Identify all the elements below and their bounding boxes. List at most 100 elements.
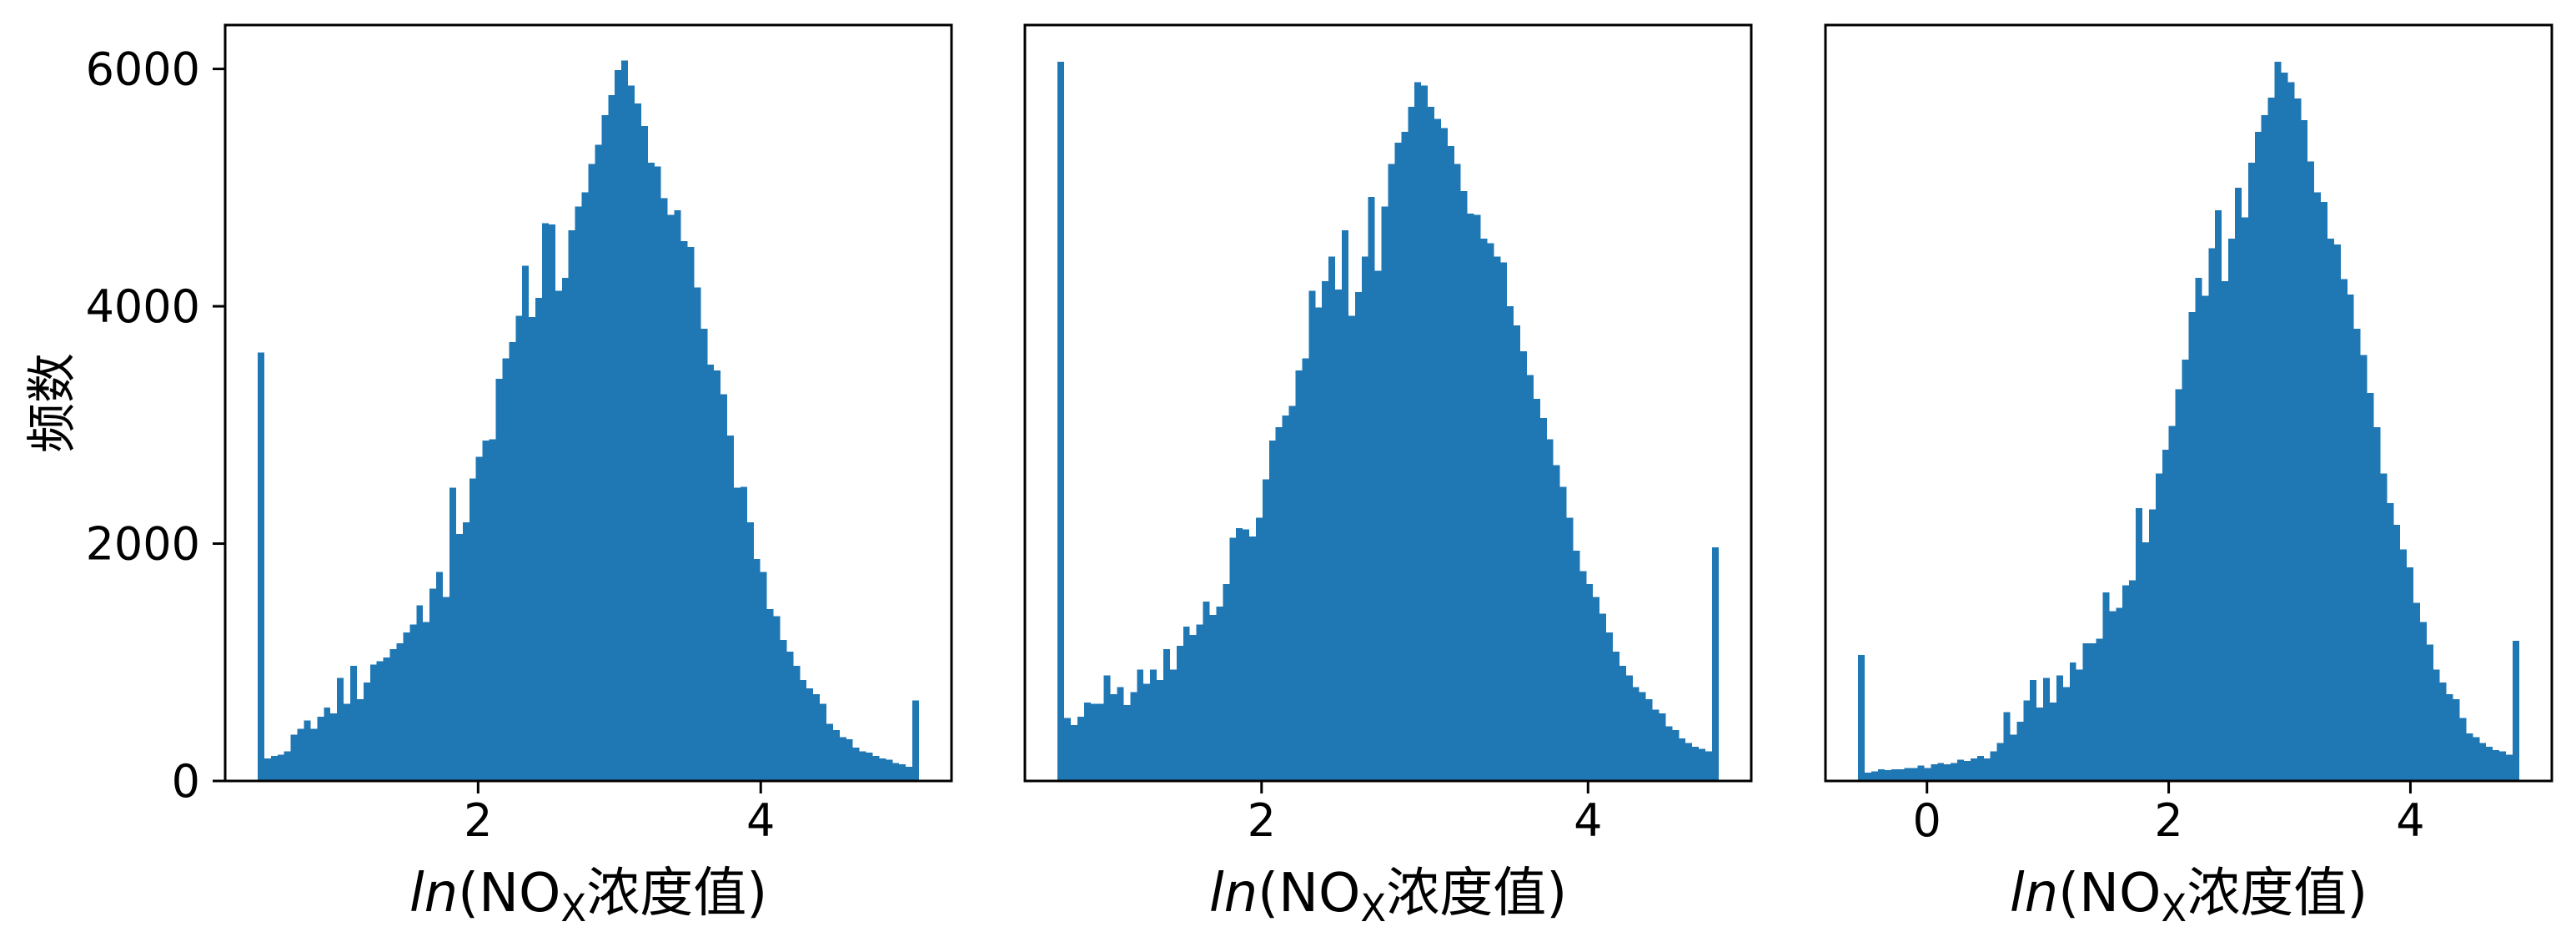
histogram-bar [2136, 507, 2143, 781]
x-axis-label-prefix: (NO [2058, 863, 2161, 924]
histogram-bar [721, 394, 728, 781]
histogram-bar [1891, 768, 1898, 781]
histogram-bar [2202, 295, 2209, 781]
x-axis-label-suffix: 浓度值) [2187, 863, 2368, 924]
x-axis-label-prefix: (NO [1258, 863, 1360, 924]
histogram-bar [872, 756, 880, 781]
histogram-bar [1414, 82, 1422, 781]
histogram-bar [2062, 687, 2070, 781]
histogram-bar [1652, 709, 1660, 781]
histogram-bar [786, 651, 794, 781]
x-axis-label-subscript: X [560, 886, 586, 930]
histogram-bar [2473, 737, 2480, 781]
histogram-bar [509, 341, 516, 781]
histogram-bar [2247, 162, 2255, 782]
histogram-bar [376, 661, 384, 781]
histogram-bar [1137, 669, 1144, 781]
histogram-bar [2486, 746, 2493, 781]
histogram-bar [1268, 440, 1276, 781]
histogram-bar [2419, 622, 2427, 781]
histogram-bar [1672, 729, 1680, 781]
histogram-bar [1110, 694, 1117, 781]
histogram-bar [535, 298, 542, 781]
histogram-bar [495, 378, 503, 781]
histogram-bar [733, 487, 741, 781]
x-tick-label: 0 [1913, 794, 1941, 847]
histogram-bar [2400, 549, 2408, 781]
histogram-bar [423, 622, 430, 781]
histogram-bar [1162, 649, 1170, 781]
histogram-bar [820, 703, 826, 781]
histogram-bar [892, 763, 900, 781]
histogram-bar [1090, 703, 1097, 781]
x-axis-label-function: ln [1209, 863, 1258, 924]
histogram-bar [813, 694, 821, 781]
histogram-bar [2274, 62, 2282, 782]
histogram-bar [257, 352, 264, 781]
histogram-bar [2281, 72, 2288, 781]
histogram-bar [1870, 771, 1878, 781]
histogram-bar [2043, 678, 2051, 781]
histogram-bar [1911, 768, 1918, 781]
histogram-bar [469, 478, 476, 781]
histogram-bar [647, 162, 655, 782]
histogram-bar [1117, 687, 1124, 781]
histogram-bars-3 [1858, 62, 2519, 782]
histogram-bar [2076, 669, 2083, 781]
histogram-bar [2459, 718, 2467, 781]
axes-frame-3 [1824, 23, 2553, 783]
histogram-bar [2506, 754, 2513, 781]
histogram-bar [674, 209, 681, 781]
histogram-bar [1130, 692, 1137, 781]
histogram-bar [1520, 351, 1527, 781]
histogram-bar [1315, 307, 1323, 781]
histogram-bar [2222, 281, 2229, 782]
histogram-bar [541, 223, 549, 781]
histogram-bar [2367, 392, 2374, 781]
histogram-bar [2333, 244, 2341, 781]
histogram-bar [1944, 764, 1951, 781]
histogram-bar [1970, 758, 1977, 781]
histogram-bar [1500, 262, 1508, 782]
histogram-bar [344, 703, 350, 781]
histogram-bar [1342, 230, 1348, 781]
histogram-bar [1579, 571, 1587, 781]
histogram-bar [800, 680, 807, 781]
histogram-bar [1514, 325, 1521, 782]
histogram-bar [1157, 680, 1163, 781]
histogram-bar [1467, 214, 1474, 781]
x-axis-label-suffix: 浓度值) [1386, 863, 1567, 924]
histogram-bar [1388, 164, 1395, 781]
histogram-bar [1071, 725, 1077, 781]
histogram-bar [707, 364, 715, 781]
histogram-bar [714, 370, 721, 781]
histogram-bar [588, 164, 595, 781]
y-tick-label: 2000 [86, 518, 200, 571]
histogram-bar [1533, 399, 1540, 781]
histogram-bar [2208, 248, 2216, 781]
histogram-bar [2493, 750, 2500, 781]
histogram-bar [443, 597, 449, 781]
histogram-bar [1243, 529, 1250, 781]
histogram-bar [1335, 290, 1343, 781]
histogram-bar [635, 103, 641, 782]
histogram-bar [826, 723, 833, 781]
histogram-bar [2407, 567, 2414, 781]
histogram-bar [1077, 717, 1084, 781]
histogram-bar [561, 277, 569, 781]
axes-frame-1 [223, 23, 953, 783]
histogram-bar [1434, 118, 1441, 782]
histogram-bar [369, 664, 377, 781]
histogram-bar [2261, 115, 2268, 782]
histogram-bar [1223, 583, 1230, 781]
histogram-bar [2116, 607, 2123, 781]
histogram-bar [2446, 694, 2453, 781]
histogram-bar [640, 125, 648, 781]
x-tick-label: 4 [1574, 794, 1602, 847]
histogram-bar [2056, 675, 2063, 781]
histogram-bar [2030, 680, 2037, 781]
histogram-bar [1216, 606, 1223, 781]
histogram-bar [1957, 759, 1964, 781]
histogram-bar [1586, 583, 1594, 781]
